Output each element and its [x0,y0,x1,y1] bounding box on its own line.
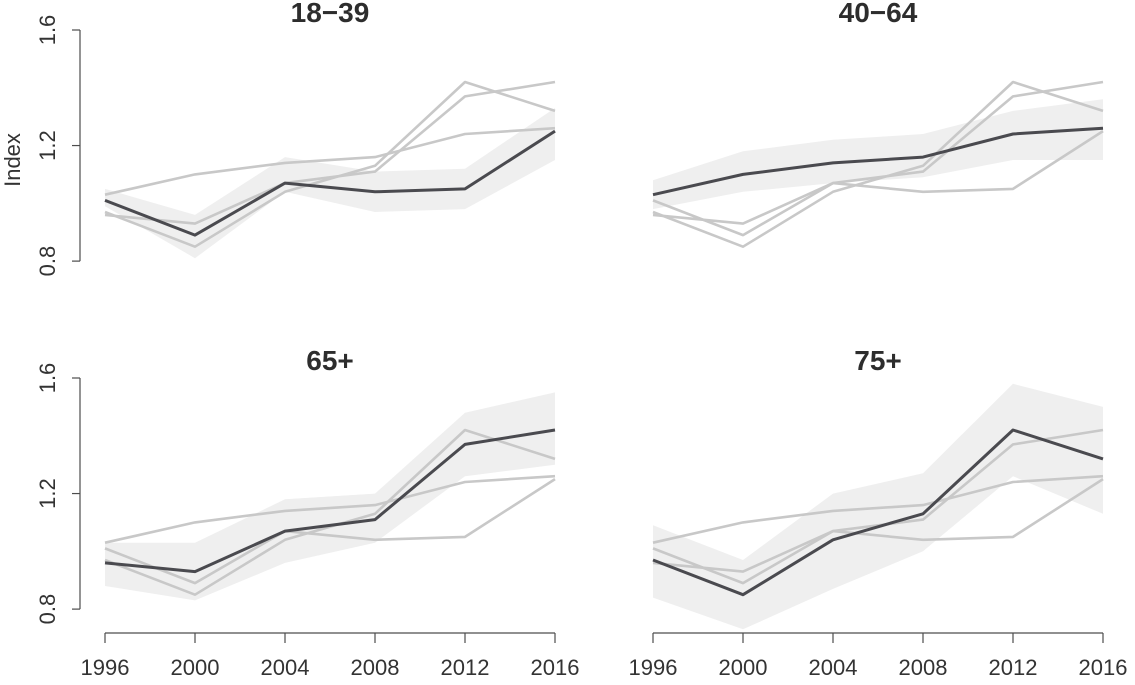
x-tick-label: 2000 [719,655,768,680]
y-tick-label: 0.8 [35,246,60,277]
x-tick-label: 2008 [351,655,400,680]
y-tick-label: 1.6 [35,363,60,394]
x-tick-label: 1996 [629,655,678,680]
series-line-background [652,80,1104,248]
panel-title: 40−64 [839,0,918,28]
x-tick-label: 2004 [809,655,858,680]
x-tick-label: 2016 [1079,655,1128,680]
confidence-band [653,383,1103,630]
series-line-background [104,478,556,585]
panel-title: 65+ [306,345,354,376]
y-tick-label: 1.6 [35,15,60,46]
x-tick-label: 2004 [261,655,310,680]
confidence-band [653,99,1103,210]
series-line-background [652,474,1104,544]
series-line-background [104,126,556,196]
y-axis-title: Index [0,133,25,187]
series-line-background [104,474,556,544]
series-line-background [104,80,556,225]
x-tick-label: 2016 [531,655,580,680]
series-line-background [652,478,1104,585]
panel-1: 18−39 0.8 1.2 1.6 Index [0,0,556,277]
series-line-background [104,80,556,248]
confidence-band [105,108,555,259]
y-tick-label: 0.8 [35,594,60,625]
x-tick-label: 2012 [441,655,490,680]
panel-4: 75+ 1996 2000 2004 2008 2012 2016 [629,345,1128,680]
panel-title: 18−39 [291,0,370,28]
x-tick-label: 2012 [989,655,1038,680]
series-line-background [652,130,1104,237]
panel-title: 75+ [854,345,902,376]
series-line-background [652,80,1104,225]
panel-3: 65+ 0.8 1.2 1.6 1996 2000 2004 2008 2012 2016 [35,345,580,680]
x-tick-label: 2000 [171,655,220,680]
series-line-highlight [652,428,1104,597]
y-tick-label: 1.2 [35,478,60,509]
x-tick-label: 2008 [899,655,948,680]
series-line-highlight [104,129,556,237]
x-tick-label: 1996 [81,655,130,680]
confidence-band [105,392,555,601]
series-line-highlight [104,428,556,574]
panel-2: 40−64 [652,0,1104,248]
y-tick-label: 1.2 [35,130,60,161]
series-line-highlight [652,126,1104,197]
